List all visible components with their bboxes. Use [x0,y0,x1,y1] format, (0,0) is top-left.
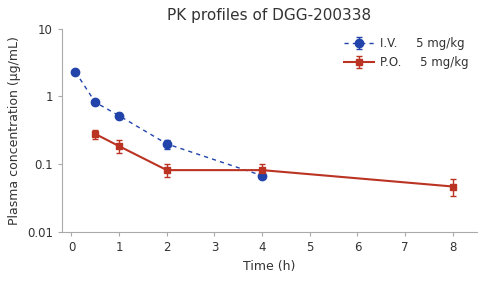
Y-axis label: Plasma concentration (μg/mL): Plasma concentration (μg/mL) [8,36,21,225]
Legend: I.V.     5 mg/kg, P.O.     5 mg/kg: I.V. 5 mg/kg, P.O. 5 mg/kg [341,35,470,71]
Title: PK profiles of DGG-200338: PK profiles of DGG-200338 [167,8,371,23]
X-axis label: Time (h): Time (h) [242,260,295,273]
